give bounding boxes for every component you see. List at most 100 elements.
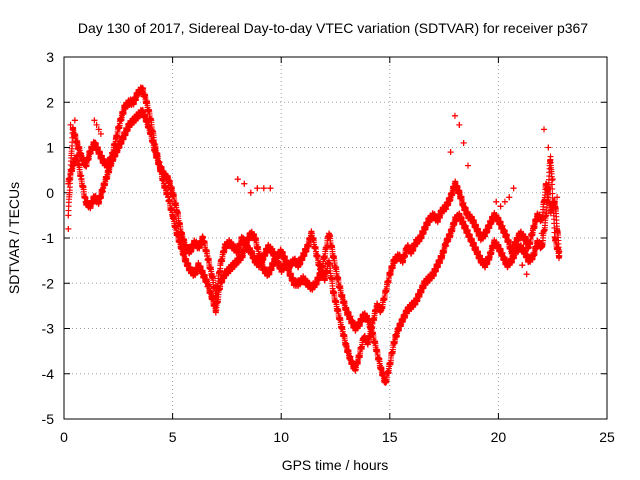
- data-point: [373, 302, 380, 309]
- data-point: [91, 117, 98, 124]
- data-point: [395, 253, 402, 260]
- data-point: [421, 280, 428, 287]
- data-point: [267, 185, 274, 192]
- data-point: [208, 293, 215, 300]
- data-point: [530, 253, 537, 260]
- data-point: [404, 307, 411, 314]
- data-point: [186, 266, 193, 273]
- data-point: [499, 253, 506, 260]
- data-point: [121, 130, 128, 137]
- data-point: [460, 203, 467, 210]
- data-point: [226, 266, 233, 273]
- data-point: [113, 135, 120, 142]
- data-point: [417, 289, 424, 296]
- data-point: [523, 271, 530, 278]
- data-point: [265, 244, 272, 251]
- data-point: [506, 194, 513, 201]
- data-point: [169, 212, 176, 219]
- data-point: [295, 280, 302, 287]
- data-point: [156, 162, 163, 169]
- data-point: [312, 280, 319, 287]
- data-point: [399, 257, 406, 264]
- data-point: [304, 244, 311, 251]
- y-tick-label: -4: [42, 366, 55, 382]
- data-point: [521, 235, 528, 241]
- data-point: [104, 171, 111, 178]
- data-point: [382, 379, 389, 386]
- data-point: [425, 275, 432, 282]
- data-point: [108, 158, 115, 165]
- data-point: [91, 139, 98, 146]
- data-point: [312, 248, 319, 255]
- marker-cloud: [65, 112, 561, 278]
- data-point: [221, 244, 228, 251]
- data-point: [456, 212, 463, 219]
- data-point: [130, 99, 137, 106]
- data-point: [464, 212, 471, 219]
- data-point: [347, 316, 354, 323]
- data-point: [464, 162, 471, 169]
- data-point: [404, 244, 411, 251]
- x-tick-label: 20: [491, 429, 507, 445]
- data-point: [260, 266, 267, 273]
- data-point: [67, 121, 74, 128]
- data-point: [508, 257, 515, 264]
- plot-frame: [63, 56, 608, 420]
- data-point: [556, 253, 563, 260]
- data-point: [217, 280, 224, 287]
- data-point: [478, 235, 485, 241]
- y-tick-label: -5: [42, 411, 55, 427]
- data-point: [512, 248, 519, 255]
- data-point: [425, 216, 432, 223]
- data-point: [91, 194, 98, 201]
- data-point: [226, 239, 233, 246]
- data-point: [443, 239, 450, 246]
- data-point: [97, 130, 104, 137]
- data-point: [486, 221, 493, 228]
- data-point: [352, 325, 359, 332]
- data-point: [304, 280, 311, 287]
- data-point: [121, 103, 128, 110]
- x-tick-label: 0: [60, 429, 68, 445]
- data-point: [278, 248, 285, 255]
- data-point: [360, 311, 367, 318]
- data-point: [434, 216, 441, 223]
- data-point: [534, 212, 541, 219]
- data-point: [299, 275, 306, 282]
- data-point: [451, 112, 458, 119]
- data-point: [95, 198, 102, 205]
- data-point: [386, 271, 393, 278]
- data-point: [434, 262, 441, 269]
- data-point: [447, 194, 454, 201]
- data-point: [247, 189, 254, 196]
- data-point: [282, 257, 289, 264]
- data-point: [234, 176, 241, 183]
- data-point: [365, 316, 372, 323]
- x-tick-label: 15: [382, 429, 398, 445]
- data-point: [325, 230, 332, 237]
- data-series: [65, 84, 563, 386]
- data-point: [447, 230, 454, 237]
- data-point: [360, 334, 367, 341]
- data-point: [504, 262, 511, 269]
- data-point: [152, 149, 159, 156]
- data-point: [221, 271, 228, 278]
- data-point: [456, 121, 463, 128]
- data-point: [334, 307, 341, 314]
- data-point: [239, 253, 246, 260]
- data-point: [330, 289, 337, 296]
- data-point: [65, 212, 72, 219]
- data-point: [504, 235, 511, 241]
- data-point: [491, 212, 498, 219]
- data-point: [195, 262, 202, 269]
- series-main-trace: [65, 84, 563, 374]
- y-axis-label: SDTVAR / TECUs: [6, 182, 22, 294]
- data-point: [399, 316, 406, 323]
- data-point: [317, 271, 324, 278]
- data-point: [117, 117, 124, 124]
- data-point: [65, 225, 72, 232]
- data-point: [286, 271, 293, 278]
- data-point: [234, 248, 241, 255]
- x-tick-label: 25: [599, 429, 615, 445]
- data-point: [78, 176, 85, 183]
